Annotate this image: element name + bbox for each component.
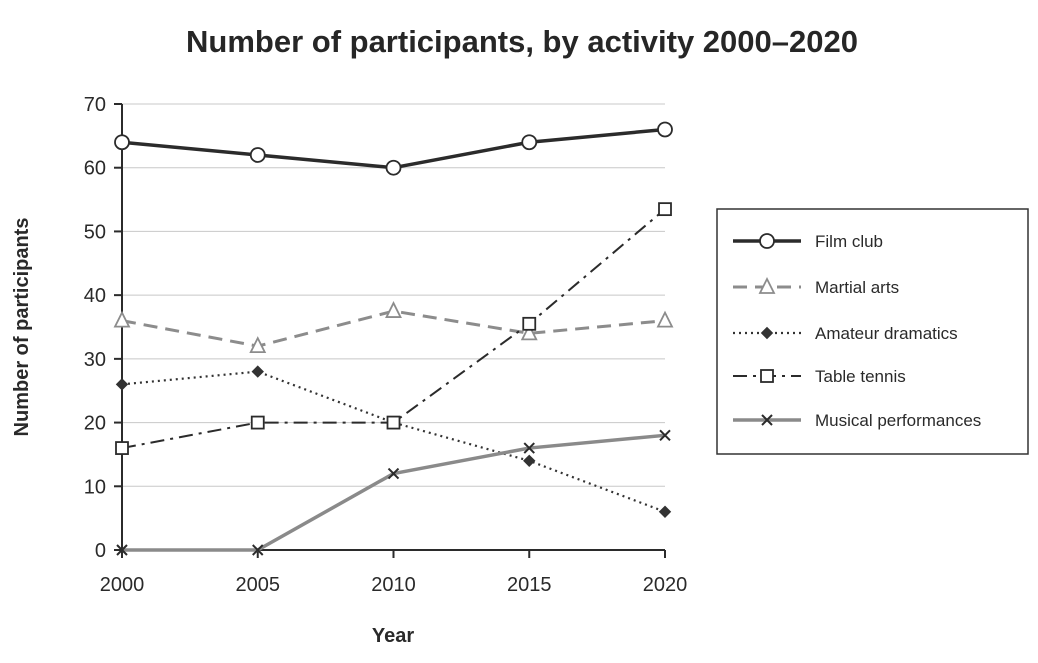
- x-marker-stroke: [116, 544, 128, 556]
- triangle-marker: [656, 310, 674, 328]
- x-tick-label: 2005: [236, 574, 281, 596]
- series-martial-arts: [113, 301, 674, 354]
- y-tick-label: 60: [84, 158, 106, 180]
- triangle-marker: [249, 336, 267, 354]
- triangle-marker: [520, 323, 538, 341]
- circle-marker: [521, 134, 538, 151]
- y-tick-label: 10: [84, 476, 106, 498]
- series-line: [121, 309, 666, 348]
- y-tick-label: 30: [84, 349, 106, 371]
- x-marker: [116, 544, 128, 556]
- x-marker-stroke: [523, 442, 535, 454]
- triangle-marker: [385, 301, 402, 318]
- triangle-marker: [758, 276, 776, 294]
- legend-box: [716, 208, 1029, 455]
- y-tick-label: 50: [84, 221, 106, 243]
- diamond-marker: [251, 365, 264, 378]
- legend: Film club Martial arts Amateur dramatics Ta…: [716, 208, 1029, 455]
- x-marker: [761, 414, 773, 426]
- x-marker-stroke: [761, 414, 773, 426]
- y-tick-label: 40: [84, 285, 106, 307]
- x-marker: [252, 544, 264, 556]
- x-marker: [523, 442, 535, 454]
- y-axis-title: Number of participants: [11, 218, 33, 437]
- x-axis-title: Year: [372, 625, 414, 647]
- legend-entry: Amateur dramatics: [733, 324, 958, 343]
- x-tick-label: 2020: [643, 574, 688, 596]
- diamond-marker: [658, 505, 672, 518]
- x-marker-stroke: [659, 429, 671, 442]
- legend-label: Martial arts: [815, 278, 899, 297]
- square-marker: [386, 415, 401, 430]
- x-marker-stroke: [387, 467, 400, 480]
- legend-entry: Musical performances: [733, 411, 981, 430]
- x-tick-label: 2010: [371, 574, 416, 596]
- x-marker: [659, 429, 671, 442]
- y-tick-label: 70: [84, 94, 106, 116]
- chart-title: Number of participants, by activity 2000…: [186, 24, 858, 59]
- x-tick-label: 2015: [507, 574, 552, 596]
- series-film-club: [114, 121, 673, 176]
- legend-entry: Film club: [733, 232, 883, 251]
- legend-label: Musical performances: [815, 411, 981, 430]
- diamond-marker: [115, 378, 129, 391]
- legend-entry: Martial arts: [733, 276, 899, 297]
- diamond-marker: [760, 326, 774, 340]
- series-table-tennis: [115, 202, 672, 455]
- legend-label: Table tennis: [815, 367, 906, 386]
- square-marker: [658, 202, 672, 217]
- series-line: [122, 433, 666, 552]
- circle-marker: [249, 147, 266, 163]
- square-marker: [760, 369, 774, 383]
- legend-label: Amateur dramatics: [815, 324, 958, 343]
- x-tick-label: 2000: [100, 574, 145, 596]
- circle-marker: [657, 121, 673, 138]
- diamond-marker: [523, 454, 536, 468]
- circle-marker: [114, 134, 130, 151]
- series-lines: [113, 121, 674, 556]
- legend-entry: Table tennis: [733, 367, 906, 386]
- square-marker: [115, 441, 129, 455]
- y-tick-label: 0: [95, 540, 106, 562]
- series-musical-performances: [116, 429, 671, 556]
- square-marker: [522, 316, 537, 331]
- legend-label: Film club: [815, 232, 883, 251]
- triangle-marker: [113, 310, 131, 328]
- x-marker-stroke: [252, 544, 264, 556]
- circle-marker: [385, 159, 402, 176]
- y-tick-label: 20: [84, 413, 106, 435]
- series-line: [121, 370, 666, 513]
- tick-labels: 0 10 20 30 40 50 60 70 2000 2005 2010 2015 2020: [84, 94, 688, 596]
- circle-marker: [759, 233, 775, 249]
- x-marker: [387, 467, 400, 480]
- square-marker: [250, 415, 265, 430]
